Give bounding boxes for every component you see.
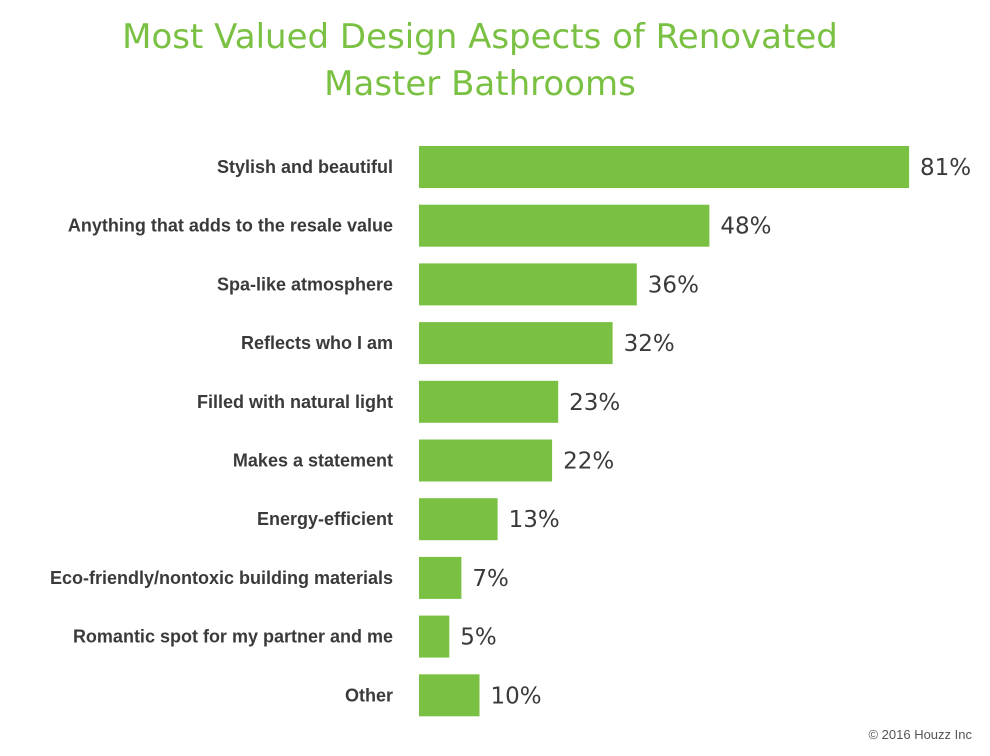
value-label-3: 36% (648, 272, 699, 298)
value-label-1: 81% (920, 155, 971, 181)
value-label-6: 22% (563, 449, 614, 475)
bar-10 (419, 674, 480, 717)
bar-8 (419, 556, 462, 599)
category-label-6: Makes a statement (233, 451, 393, 471)
chart-title-line-1: Most Valued Design Aspects of Renovated (122, 17, 838, 57)
chart-title: Most Valued Design Aspects of Renovated … (0, 14, 960, 108)
value-label-5: 23% (569, 390, 620, 416)
bar-7 (419, 498, 498, 541)
category-label-1: Stylish and beautiful (217, 157, 393, 177)
bar-4 (419, 322, 613, 365)
category-label-10: Other (345, 685, 393, 705)
value-label-2: 48% (720, 214, 771, 240)
bar-3 (419, 263, 637, 306)
category-label-3: Spa-like atmosphere (217, 274, 393, 294)
value-label-10: 10% (491, 683, 542, 709)
category-label-7: Energy-efficient (257, 509, 393, 529)
bar-9 (419, 615, 450, 658)
bar-5 (419, 380, 559, 423)
category-label-8: Eco-friendly/nontoxic building materials (50, 568, 393, 588)
chart-title-line-2: Master Bathrooms (324, 64, 636, 104)
category-label-5: Filled with natural light (197, 392, 393, 412)
category-label-4: Reflects who I am (241, 333, 393, 353)
copyright-notice: © 2016 Houzz Inc (868, 727, 972, 742)
value-label-9: 5% (460, 625, 497, 651)
bar-6 (419, 439, 553, 482)
value-label-7: 13% (509, 507, 560, 533)
bar-2 (419, 204, 710, 247)
value-label-4: 32% (624, 331, 675, 357)
category-label-2: Anything that adds to the resale value (68, 216, 393, 236)
bar-1 (419, 146, 910, 188)
value-label-8: 7% (472, 566, 509, 592)
category-label-9: Romantic spot for my partner and me (73, 627, 393, 647)
